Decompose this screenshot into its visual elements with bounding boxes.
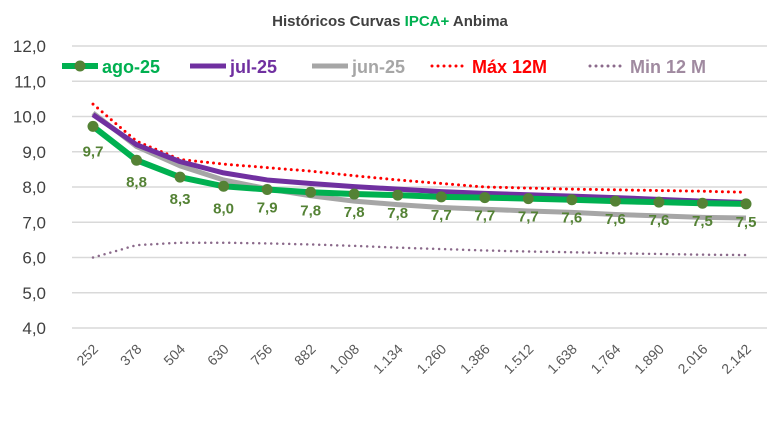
data-label: 7,7: [474, 208, 495, 225]
x-tick-label: 504: [160, 341, 188, 369]
y-tick-label: 7,0: [22, 213, 46, 232]
data-point: [218, 180, 230, 192]
data-point: [696, 197, 708, 209]
data-label: 8,3: [170, 191, 191, 208]
y-tick-label: 10,0: [13, 108, 46, 127]
y-tick-label: 6,0: [22, 249, 46, 268]
data-label: 7,9: [257, 199, 278, 216]
data-point: [609, 195, 621, 207]
series-line-jun-25: [91, 110, 747, 221]
data-point: [653, 196, 665, 208]
data-point: [348, 188, 360, 200]
x-tick-label: 1.134: [370, 341, 406, 377]
data-label: 7,8: [387, 205, 408, 222]
legend-label: Máx 12M: [472, 57, 547, 77]
data-label: 8,0: [213, 200, 234, 217]
data-label: 7,8: [344, 204, 365, 221]
data-point: [566, 194, 578, 206]
chart-title: Históricos Curvas IPCA+ Anbima: [272, 13, 508, 30]
data-point: [740, 198, 752, 210]
x-tick-label: 1.638: [544, 341, 580, 377]
x-tick-label: 1.890: [631, 341, 667, 377]
data-point: [87, 120, 99, 132]
series-line-máx-12m: [91, 102, 748, 194]
x-tick-label: 1.008: [326, 341, 362, 377]
x-tick-label: 1.764: [587, 341, 623, 377]
title-part-3: Anbima: [449, 13, 508, 30]
data-label: 7,7: [518, 209, 539, 226]
legend-label: jun-25: [351, 57, 405, 77]
x-tick-label: 1.260: [413, 341, 449, 377]
legend-label: Min 12 M: [630, 57, 706, 77]
x-tick-label: 2.142: [718, 341, 754, 377]
data-point: [305, 186, 317, 198]
data-label: 9,7: [83, 143, 104, 160]
title-part-2: IPCA+: [405, 13, 450, 30]
x-tick-label: 1.386: [457, 341, 493, 377]
x-tick-label: 882: [291, 341, 319, 369]
data-label: 7,7: [431, 207, 452, 224]
data-label: 7,5: [692, 213, 713, 230]
x-tick-label: 1.512: [500, 341, 536, 377]
legend-label: ago-25: [102, 57, 160, 77]
data-label: 7,6: [561, 210, 582, 227]
title-part-1: Históricos Curvas: [272, 13, 405, 30]
y-tick-label: 8,0: [22, 178, 46, 197]
y-tick-label: 4,0: [22, 319, 46, 338]
legend-label: jul-25: [229, 57, 277, 77]
x-tick-label: 252: [73, 341, 101, 369]
y-tick-label: 9,0: [22, 143, 46, 162]
x-tick-label: 378: [117, 341, 145, 369]
data-label: 7,8: [300, 202, 321, 219]
data-point: [392, 189, 404, 201]
series-line-ago-25: [91, 124, 747, 207]
series-line-min-12-m: [91, 241, 748, 259]
data-point: [479, 192, 491, 204]
data-label: 7,6: [649, 212, 670, 229]
data-point: [261, 183, 273, 195]
x-tick-label: 630: [204, 341, 232, 369]
y-tick-label: 5,0: [22, 284, 46, 303]
x-tick-label: 756: [247, 341, 275, 369]
x-tick-label: 2.016: [674, 341, 710, 377]
data-label: 7,5: [736, 214, 757, 231]
data-point: [522, 193, 534, 205]
data-point: [131, 154, 143, 166]
data-label: 8,8: [126, 174, 147, 191]
y-tick-label: 11,0: [14, 72, 46, 91]
y-tick-label: 12,0: [13, 37, 46, 56]
series-line-jul-25: [91, 112, 747, 206]
data-point: [174, 171, 186, 183]
data-label: 7,6: [605, 211, 626, 228]
data-point: [435, 191, 447, 203]
legend-marker: [74, 60, 86, 72]
